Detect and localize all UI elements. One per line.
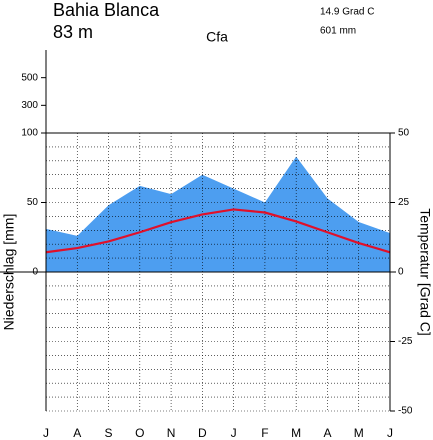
x-tick-label: F (261, 426, 268, 440)
x-tick-label: J (43, 426, 49, 440)
y2-tick-label: 50 (398, 128, 410, 139)
y2-axis-label: Temperatur [Grad C] (417, 208, 433, 336)
x-tick-label: O (135, 426, 144, 440)
temperature-line (45, 208, 391, 254)
y2-tick-label: -25 (398, 336, 413, 347)
x-tick-label: A (323, 426, 331, 440)
climate-class: Cfa (206, 29, 228, 45)
mean-temperature: 14.9 Grad C (320, 7, 374, 18)
y2-tick-label: 25 (398, 197, 410, 208)
elevation: 83 m (53, 22, 93, 42)
y-tick-label: 0 (32, 267, 38, 278)
precipitation-area (46, 156, 390, 272)
x-tick-label: N (167, 426, 176, 440)
y-tick-label: 50 (27, 197, 39, 208)
x-tick-label: A (73, 426, 81, 440)
y-tick-label: 100 (21, 128, 38, 139)
chart-title: Bahia Blanca (53, 0, 160, 20)
y-tick-label: 300 (21, 100, 38, 111)
annual-precipitation: 601 mm (320, 26, 356, 37)
y2-tick-label: 0 (398, 267, 404, 278)
x-tick-label: M (354, 426, 364, 440)
x-tick-label: D (198, 426, 207, 440)
x-tick-label: J (387, 426, 393, 440)
y-tick-label: 500 (21, 72, 38, 83)
x-tick-label: S (105, 426, 113, 440)
x-tick-label: M (291, 426, 301, 440)
x-tick-label: J (231, 426, 237, 440)
y2-tick-label: -50 (398, 406, 413, 417)
